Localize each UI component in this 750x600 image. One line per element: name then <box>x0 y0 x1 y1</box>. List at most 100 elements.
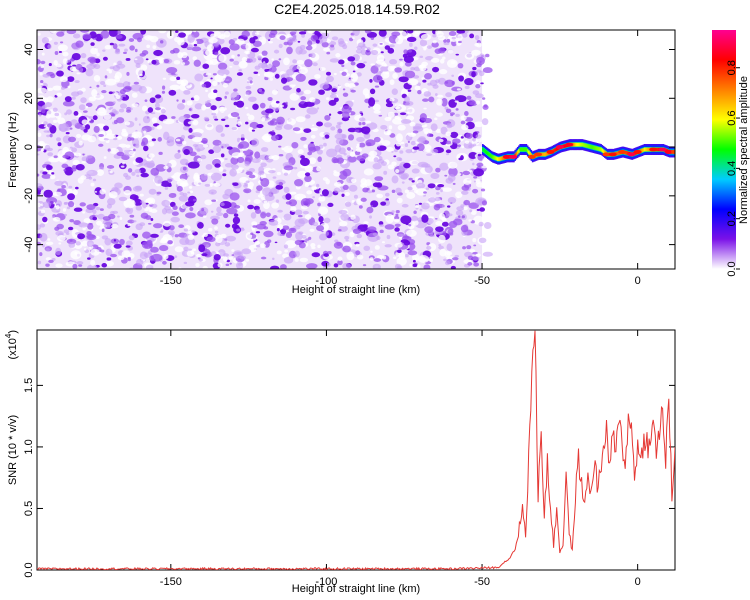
noise-speckle <box>457 144 461 147</box>
noise-speckle <box>158 151 163 155</box>
noise-speckle <box>195 38 204 44</box>
signal-core <box>647 147 650 152</box>
noise-speckle <box>438 234 446 244</box>
noise-speckle <box>37 153 40 156</box>
noise-speckle <box>271 58 275 61</box>
noise-speckle <box>222 82 229 88</box>
noise-speckle <box>435 112 443 117</box>
noise-speckle <box>464 78 474 86</box>
noise-speckle <box>72 263 78 269</box>
noise-speckle <box>105 78 117 86</box>
noise-speckle <box>171 116 176 119</box>
noise-speckle <box>308 79 318 86</box>
noise-speckle <box>223 74 227 78</box>
colorbar-ticks: 0.00.20.40.60.8 <box>726 60 740 277</box>
signal-track <box>482 139 675 165</box>
noise-speckle <box>37 59 41 65</box>
noise-speckle <box>56 211 60 213</box>
signal-core <box>516 150 519 155</box>
noise-speckle <box>279 264 287 269</box>
noise-speckle <box>145 206 150 210</box>
noise-speckle <box>132 148 136 152</box>
noise-speckle <box>220 133 225 137</box>
noise-speckle <box>166 31 174 39</box>
noise-speckle <box>444 174 448 177</box>
noise-speckle <box>445 140 452 145</box>
noise-speckle <box>372 263 381 269</box>
signal-peak <box>555 145 564 150</box>
noise-speckle <box>250 47 259 53</box>
noise-speckle <box>323 142 327 147</box>
noise-speckle <box>268 41 273 44</box>
noise-speckle <box>477 153 482 157</box>
noise-speckle <box>367 226 377 232</box>
noise-speckle <box>294 179 304 187</box>
noise-speckle <box>431 148 439 154</box>
noise-speckle <box>80 97 87 104</box>
noise-speckle <box>167 179 173 183</box>
noise-speckle <box>156 38 167 48</box>
noise-speckle <box>81 161 86 164</box>
noise-speckle <box>445 92 452 98</box>
noise-speckle <box>210 172 222 182</box>
noise-speckle <box>110 253 117 258</box>
noise-speckle <box>476 162 484 167</box>
noise-speckle <box>455 113 460 117</box>
noise-speckle <box>90 259 96 266</box>
noise-speckle <box>270 265 280 269</box>
noise-speckle <box>187 191 191 194</box>
noise-speckle <box>283 124 293 130</box>
noise-speckle <box>412 126 424 132</box>
noise-speckle <box>404 143 409 148</box>
noise-speckle <box>358 142 366 148</box>
noise-speckle <box>373 136 381 143</box>
noise-speckle <box>162 118 175 125</box>
noise-speckle <box>265 108 274 114</box>
noise-speckle <box>86 240 94 248</box>
signal-core <box>645 147 647 152</box>
noise-speckle <box>47 152 54 157</box>
noise-speckle <box>426 133 433 137</box>
noise-speckle <box>149 35 159 43</box>
noise-speckle <box>274 73 280 79</box>
noise-speckle <box>175 30 179 33</box>
noise-speckle <box>103 156 107 159</box>
noise-speckle <box>472 251 478 255</box>
noise-speckle <box>188 185 193 189</box>
noise-speckle <box>418 202 423 205</box>
noise-speckle <box>472 238 477 243</box>
noise-speckle <box>146 44 151 49</box>
noise-speckle <box>322 136 326 140</box>
noise-speckle <box>472 143 477 147</box>
noise-speckle <box>359 113 362 117</box>
noise-speckle <box>188 108 192 111</box>
noise-speckle <box>193 172 200 180</box>
noise-speckle <box>85 102 93 108</box>
noise-speckle <box>107 197 116 206</box>
noise-speckle <box>324 81 330 85</box>
noise-speckle <box>259 170 265 175</box>
noise-speckle <box>176 99 179 102</box>
noise-speckle <box>452 218 463 226</box>
noise-speckle <box>278 43 283 49</box>
noise-speckle <box>446 38 451 43</box>
noise-speckle <box>303 128 312 133</box>
noise-speckle <box>48 259 54 263</box>
noise-speckle <box>391 189 396 194</box>
noise-speckle <box>131 220 137 223</box>
noise-speckle <box>156 191 162 195</box>
noise-speckle <box>426 245 432 250</box>
noise-speckle <box>52 191 63 197</box>
noise-speckle <box>338 59 345 65</box>
noise-speckle <box>125 240 133 246</box>
noise-speckle <box>294 209 303 216</box>
noise-speckle <box>246 81 250 84</box>
noise-speckle <box>300 96 307 101</box>
noise-speckle <box>428 128 433 134</box>
noise-speckle <box>423 91 432 97</box>
noise-speckle <box>283 244 289 249</box>
noise-speckle <box>260 162 267 168</box>
noise-speckle <box>300 205 308 210</box>
noise-speckle <box>432 40 437 44</box>
noise-speckle <box>188 248 192 251</box>
